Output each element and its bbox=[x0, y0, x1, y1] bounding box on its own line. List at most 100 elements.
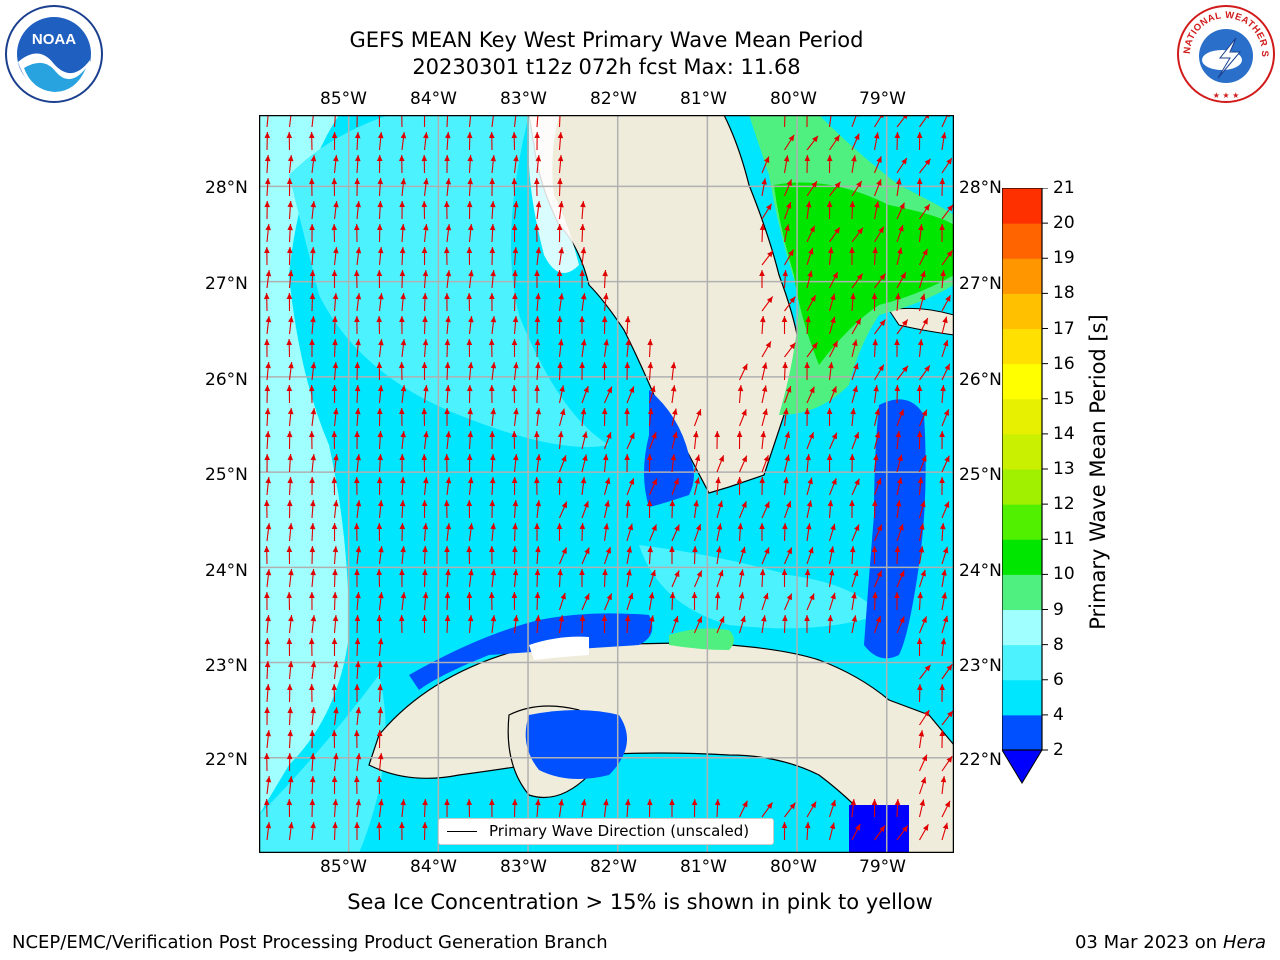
wave-arrow-head bbox=[718, 569, 724, 577]
wave-arrow-head bbox=[783, 477, 789, 484]
wave-arrow-head bbox=[376, 569, 382, 576]
lon-tick-bottom: 82°W bbox=[590, 857, 637, 877]
wave-arrow-head bbox=[377, 201, 383, 208]
wave-arrow-head bbox=[670, 454, 677, 461]
wave-arrow-head bbox=[265, 178, 271, 185]
map-subtitle: 20230301 t12z 072h fcst Max: 11.68 bbox=[412, 55, 801, 79]
wave-arrow-head bbox=[804, 155, 811, 162]
wave-arrow-head bbox=[669, 500, 676, 507]
wave-arrow-head bbox=[897, 247, 903, 254]
wave-arrow-head bbox=[309, 684, 315, 690]
wave-arrow-head bbox=[286, 638, 293, 644]
wave-arrow-head bbox=[715, 477, 721, 484]
wave-arrow-head bbox=[669, 546, 675, 552]
wave-arrow-head bbox=[287, 247, 293, 254]
wave-arrow-head bbox=[488, 592, 495, 599]
wave-arrow-head bbox=[333, 201, 339, 208]
wave-arrow-head bbox=[808, 247, 814, 255]
wave-arrow-head bbox=[513, 454, 519, 461]
wave-arrow-head bbox=[921, 754, 927, 762]
wave-arrow-head bbox=[444, 615, 451, 622]
colorbar-segment bbox=[1002, 469, 1042, 505]
wave-arrow-head bbox=[942, 822, 949, 830]
wave-arrow-head bbox=[466, 500, 473, 506]
wave-arrow-head bbox=[511, 339, 518, 345]
wave-arrow bbox=[874, 115, 883, 128]
wave-arrow-head bbox=[898, 409, 904, 416]
wave-arrow-head bbox=[781, 569, 788, 575]
wave-arrow-head bbox=[264, 592, 270, 598]
wave-arrow-head bbox=[767, 250, 773, 258]
wave-arrow-head bbox=[331, 385, 338, 391]
wave-arrow-head bbox=[332, 339, 338, 346]
wave-arrow-head bbox=[399, 247, 406, 254]
wave-arrow-head bbox=[826, 201, 833, 207]
wave-arrow-head bbox=[287, 270, 294, 277]
wave-arrow-head bbox=[878, 364, 884, 372]
wave-arrow-head bbox=[559, 408, 566, 416]
lon-tick-top: 80°W bbox=[770, 89, 817, 109]
wave-arrow bbox=[446, 115, 449, 128]
period-band-under-2 bbox=[849, 805, 909, 853]
lon-tick-bottom: 80°W bbox=[770, 857, 817, 877]
wave-arrow-head bbox=[917, 477, 924, 484]
wave-arrow-head bbox=[786, 179, 792, 186]
wave-arrow-head bbox=[287, 523, 294, 530]
wave-arrow-head bbox=[604, 500, 610, 507]
wave-direction-arrows bbox=[263, 115, 954, 841]
period-band-9-10-cuba bbox=[669, 628, 734, 650]
wave-arrow-head bbox=[399, 155, 405, 161]
wave-arrow-head bbox=[672, 431, 678, 439]
wave-arrow-head bbox=[851, 615, 858, 622]
wave-arrow-head bbox=[806, 500, 813, 507]
wave-arrow-head bbox=[378, 339, 384, 346]
wave-arrow-head bbox=[672, 408, 678, 415]
footer-host: Hera bbox=[1222, 932, 1266, 953]
wave-arrow-head bbox=[264, 753, 270, 759]
wave-arrow-head bbox=[309, 224, 315, 230]
wave-arrow-head bbox=[354, 569, 360, 575]
wave-arrow-head bbox=[467, 155, 473, 162]
wave-arrow-head bbox=[557, 431, 564, 438]
wave-arrow-head bbox=[856, 273, 863, 280]
period-band-10-11 bbox=[774, 182, 954, 365]
lat-tick-left: 27°N bbox=[205, 274, 248, 294]
wave-arrow-head bbox=[714, 431, 720, 437]
wave-arrow-head bbox=[939, 178, 946, 185]
wave-arrow-head bbox=[557, 362, 563, 369]
colorbar-tick-label: 6 bbox=[1053, 669, 1064, 690]
wave-arrow-head bbox=[265, 477, 271, 484]
colorbar-segment bbox=[1002, 398, 1042, 435]
wave-arrow-head bbox=[580, 477, 587, 484]
wave-arrow-head bbox=[466, 293, 472, 300]
wave-arrow-head bbox=[513, 201, 519, 208]
wave-arrow-head bbox=[399, 569, 405, 575]
wave-arrow bbox=[491, 115, 495, 128]
wave-arrow-head bbox=[263, 546, 270, 553]
wave-arrow-head bbox=[489, 799, 495, 805]
wave-arrow-head bbox=[534, 523, 540, 529]
wave-arrow-head bbox=[558, 615, 565, 622]
wave-arrow-head bbox=[422, 569, 428, 576]
wave-arrow-head bbox=[740, 615, 746, 623]
wave-arrow-head bbox=[897, 454, 903, 462]
wave-arrow-head bbox=[490, 569, 497, 576]
wave-arrow-head bbox=[871, 799, 878, 805]
wave-arrow-head bbox=[421, 155, 428, 162]
wave-arrow-head bbox=[331, 431, 338, 438]
map-frame bbox=[259, 115, 954, 853]
colorbar-tick-label: 10 bbox=[1053, 564, 1075, 585]
wave-arrow-head bbox=[764, 156, 770, 163]
wave-arrow-head bbox=[580, 201, 586, 208]
wave-arrow-head bbox=[377, 247, 384, 254]
wave-arrow-head bbox=[534, 569, 541, 576]
wave-arrow-head bbox=[830, 592, 836, 600]
wave-arrow-head bbox=[875, 616, 882, 623]
wave-arrow-head bbox=[826, 408, 833, 414]
footer-date-text: 03 Mar 2023 on bbox=[1074, 932, 1218, 953]
wave-arrow-head bbox=[354, 224, 360, 230]
wave-arrow-head bbox=[944, 363, 950, 371]
wave-arrow-head bbox=[376, 477, 383, 484]
wave-arrow-head bbox=[354, 822, 360, 828]
wave-arrow-head bbox=[331, 776, 338, 782]
